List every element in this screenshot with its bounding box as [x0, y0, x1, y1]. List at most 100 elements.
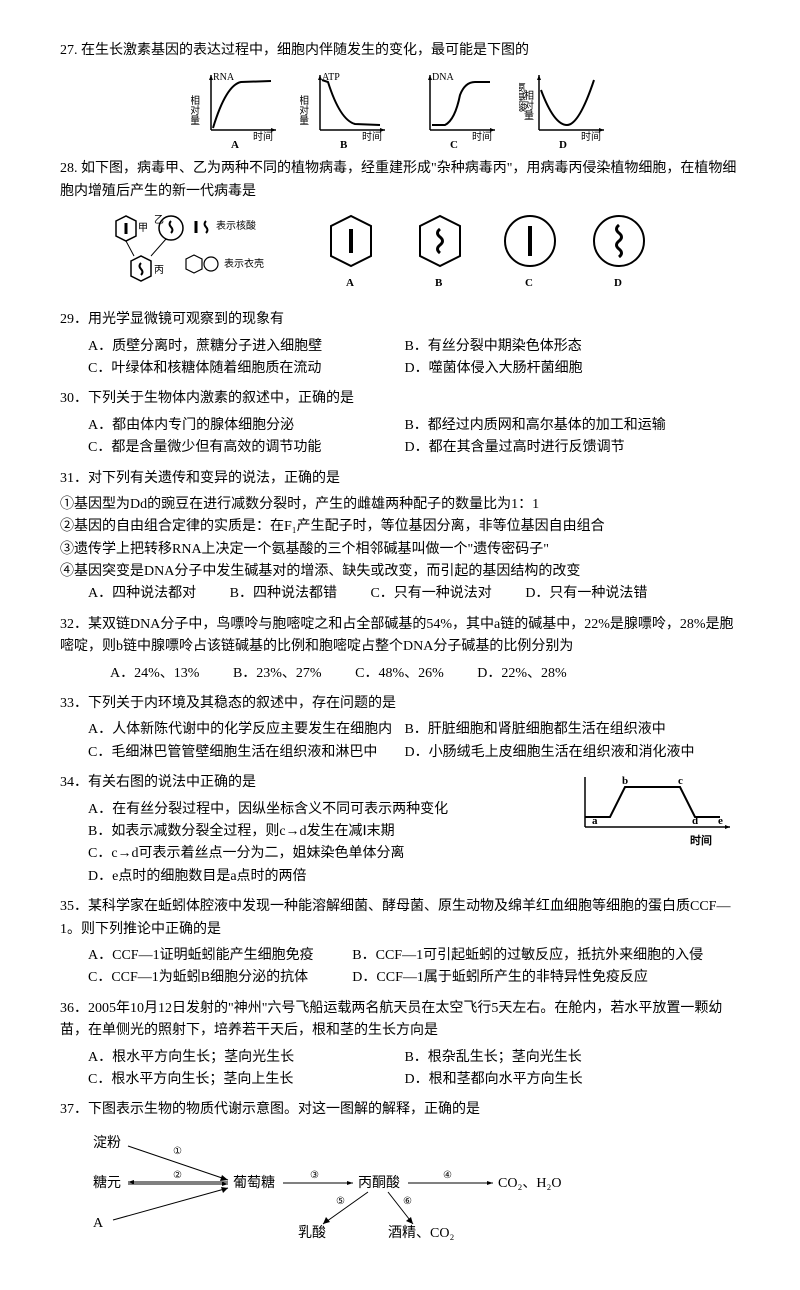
q28-text: 28. 如下图，病毒甲、乙为两种不同的植物病毒，经重建形成"杂种病毒丙"，用病毒… — [60, 158, 740, 203]
svg-text:D: D — [559, 139, 567, 150]
svg-text:葡萄糖: 葡萄糖 — [233, 1175, 275, 1191]
svg-text:相对量: 相对量 — [300, 94, 309, 125]
q30-text: 30．下列关于生物体内激素的叙述中，正确的是 — [60, 388, 740, 410]
q33-b: B．肝脏细胞和肾脏细胞都生活在组织液中 — [404, 719, 717, 741]
svg-text:丙: 丙 — [154, 265, 164, 276]
svg-text:相对量: 相对量 — [522, 89, 534, 120]
question-34: a b c d e 时间 34．有关右图的说法中正确的是 A．在有丝分裂过程中，… — [60, 772, 740, 888]
q30-options: A．都由体内专门的腺体细胞分泌 B．都经过内质网和高尔基体的加工和运输 — [60, 415, 740, 437]
svg-text:A: A — [346, 277, 354, 289]
q31-options: A．四种说法都对 B．四种说法都错 C．只有一种说法对 D．只有一种说法错 — [60, 583, 740, 605]
q31-text: 31．对下列有关遗传和变异的说法，正确的是 — [60, 468, 740, 490]
q34-chart: a b c d e 时间 — [570, 772, 740, 852]
svg-text:表示核酸: 表示核酸 — [216, 219, 256, 232]
svg-text:时间: 时间 — [690, 833, 712, 847]
q36-c: C．根水平方向生长；茎向上生长 — [88, 1069, 401, 1091]
svg-text:D: D — [614, 277, 622, 289]
option-d-virus: D — [584, 211, 654, 301]
q28-diagrams: 甲 乙 表示核酸 丙 表示衣壳 A B — [60, 211, 740, 301]
svg-text:c: c — [678, 775, 683, 787]
svg-text:丙酮酸: 丙酮酸 — [358, 1175, 400, 1191]
svg-text:时间: 时间 — [362, 130, 382, 143]
question-30: 30．下列关于生物体内激素的叙述中，正确的是 A．都由体内专门的腺体细胞分泌 B… — [60, 388, 740, 459]
q31-b: B．四种说法都错 — [230, 583, 337, 605]
svg-text:ATP: ATP — [322, 72, 340, 83]
q33-options: A．人体新陈代谢中的化学反应主要发生在细胞内 B．肝脏细胞和肾脏细胞都生活在组织… — [60, 719, 740, 741]
chart-d: 氨基酸 相对量 时间 D — [519, 70, 609, 150]
q31-c: C．只有一种说法对 — [370, 583, 491, 605]
svg-text:时间: 时间 — [472, 130, 492, 143]
svg-text:淀粉: 淀粉 — [93, 1135, 121, 1151]
question-33: 33．下列关于内环境及其稳态的叙述中，存在问题的是 A．人体新陈代谢中的化学反应… — [60, 693, 740, 764]
q29-b: B．有丝分裂中期染色体形态 — [404, 336, 717, 358]
svg-text:时间: 时间 — [581, 130, 601, 143]
q36-b: B．根杂乱生长；茎向光生长 — [404, 1047, 717, 1069]
q30-b: B．都经过内质网和高尔基体的加工和运输 — [404, 415, 717, 437]
q31-s2: ②基因的自由组合定律的实质是：在F₁产生配子时，等位基因分离，非等位基因自由组合 — [60, 516, 740, 538]
svg-text:②: ② — [173, 1170, 182, 1181]
svg-text:DNA: DNA — [432, 72, 454, 83]
q29-d: D．噬菌体侵入大肠杆菌细胞 — [404, 358, 717, 380]
q30-c: C．都是含量微少但有高效的调节功能 — [88, 437, 401, 459]
svg-text:糖元: 糖元 — [93, 1175, 121, 1191]
svg-text:C: C — [525, 277, 533, 289]
q31-s3: ③遗传学上把转移RNA上决定一个氨基酸的三个相邻碱基叫做一个"遗传密码子" — [60, 539, 740, 561]
svg-text:③: ③ — [310, 1170, 319, 1181]
q35-text: 35．某科学家在蚯蚓体腔液中发现一种能溶解细菌、酵母菌、原生动物及绵羊红血细胞等… — [60, 896, 740, 941]
question-27: 27. 在生长激素基因的表达过程中，细胞内伴随发生的变化，最可能是下图的 RNA… — [60, 40, 740, 150]
q36-d: D．根和茎都向水平方向生长 — [404, 1069, 717, 1091]
q32-a: A．24%、13% — [110, 663, 199, 685]
q32-c: C．48%、26% — [355, 663, 444, 685]
q29-a: A．质壁分离时，蔗糖分子进入细胞壁 — [88, 336, 401, 358]
question-37: 37．下图表示生物的物质代谢示意图。对这一图解的解释，正确的是 淀粉 糖元 A … — [60, 1099, 740, 1241]
q36-text: 36．2005年10月12日发射的"神州"六号飞船运载两名航天员在太空飞行5天左… — [60, 998, 740, 1043]
q32-d: D．22%、28% — [477, 663, 566, 685]
q33-text: 33．下列关于内环境及其稳态的叙述中，存在问题的是 — [60, 693, 740, 715]
q35-options: A．CCF—1证明蚯蚓能产生细胞免疫 B．CCF—1可引起蚯蚓的过敏反应，抵抗外… — [60, 945, 740, 967]
svg-text:相对量: 相对量 — [191, 94, 200, 125]
question-36: 36．2005年10月12日发射的"神州"六号飞船运载两名航天员在太空飞行5天左… — [60, 998, 740, 1092]
svg-text:表示衣壳: 表示衣壳 — [224, 257, 264, 270]
q31-a: A．四种说法都对 — [88, 583, 196, 605]
q30-d: D．都在其含量过高时进行反馈调节 — [404, 437, 717, 459]
q35-d: D．CCF—1属于蚯蚓所产生的非特异性免疫反应 — [352, 967, 730, 989]
svg-text:①: ① — [173, 1146, 182, 1157]
q36-a: A．根水平方向生长；茎向光生长 — [88, 1047, 401, 1069]
question-29: 29．用光学显微镜可观察到的现象有 A．质壁分离时，蔗糖分子进入细胞壁 B．有丝… — [60, 309, 740, 380]
option-c-virus: C — [495, 211, 565, 301]
svg-text:④: ④ — [443, 1170, 452, 1181]
svg-text:a: a — [592, 815, 598, 827]
q31-d: D．只有一种说法错 — [525, 583, 647, 605]
q31-s4: ④基因突变是DNA分子中发生碱基对的增添、缺失或改变，而引起的基因结构的改变 — [60, 561, 740, 583]
q35-b: B．CCF—1可引起蚯蚓的过敏反应，抵抗外来细胞的入侵 — [352, 945, 730, 967]
q32-text: 32．某双链DNA分子中，鸟嘌呤与胞嘧啶之和占全部碱基的54%，其中a链的碱基中… — [60, 614, 740, 659]
chart-b: ATP 相对量 时间 B — [300, 70, 390, 150]
q34-d: D．e点时的细胞数目是a点时的两倍 — [60, 866, 740, 888]
svg-text:d: d — [692, 815, 698, 827]
q32-options: A．24%、13% B．23%、27% C．48%、26% D．22%、28% — [60, 663, 740, 685]
svg-text:酒精、CO₂: 酒精、CO₂ — [388, 1225, 454, 1241]
q35-a: A．CCF—1证明蚯蚓能产生细胞免疫 — [88, 945, 349, 967]
question-28: 28. 如下图，病毒甲、乙为两种不同的植物病毒，经重建形成"杂种病毒丙"，用病毒… — [60, 158, 740, 301]
q37-flow: 淀粉 糖元 A 葡萄糖 丙酮酸 CO₂、H₂O 乳酸 酒精、CO₂ ① ② ③ … — [88, 1132, 740, 1242]
q29-text: 29．用光学显微镜可观察到的现象有 — [60, 309, 740, 331]
q27-text: 27. 在生长激素基因的表达过程中，细胞内伴随发生的变化，最可能是下图的 — [60, 40, 740, 62]
svg-text:⑥: ⑥ — [403, 1196, 412, 1207]
svg-text:乙: 乙 — [154, 214, 164, 226]
question-35: 35．某科学家在蚯蚓体腔液中发现一种能溶解细菌、酵母菌、原生动物及绵羊红血细胞等… — [60, 896, 740, 990]
question-31: 31．对下列有关遗传和变异的说法，正确的是 ①基因型为Dd的豌豆在进行减数分裂时… — [60, 468, 740, 606]
q36-options: A．根水平方向生长；茎向光生长 B．根杂乱生长；茎向光生长 — [60, 1047, 740, 1069]
q33-a: A．人体新陈代谢中的化学反应主要发生在细胞内 — [88, 719, 401, 741]
q30-a: A．都由体内专门的腺体细胞分泌 — [88, 415, 401, 437]
q33-d: D．小肠绒毛上皮细胞生活在组织液和消化液中 — [404, 742, 717, 764]
svg-text:B: B — [340, 139, 348, 150]
svg-text:A: A — [93, 1216, 104, 1231]
svg-text:B: B — [435, 277, 443, 289]
svg-text:乳酸: 乳酸 — [298, 1225, 326, 1241]
virus-legend: 甲 乙 表示核酸 丙 表示衣壳 — [96, 211, 296, 301]
svg-text:CO₂、H₂O: CO₂、H₂O — [498, 1176, 561, 1191]
q32-b: B．23%、27% — [233, 663, 322, 685]
q29-options: A．质壁分离时，蔗糖分子进入细胞壁 B．有丝分裂中期染色体形态 — [60, 336, 740, 358]
svg-text:⑤: ⑤ — [336, 1196, 345, 1207]
svg-text:RNA: RNA — [213, 72, 235, 83]
